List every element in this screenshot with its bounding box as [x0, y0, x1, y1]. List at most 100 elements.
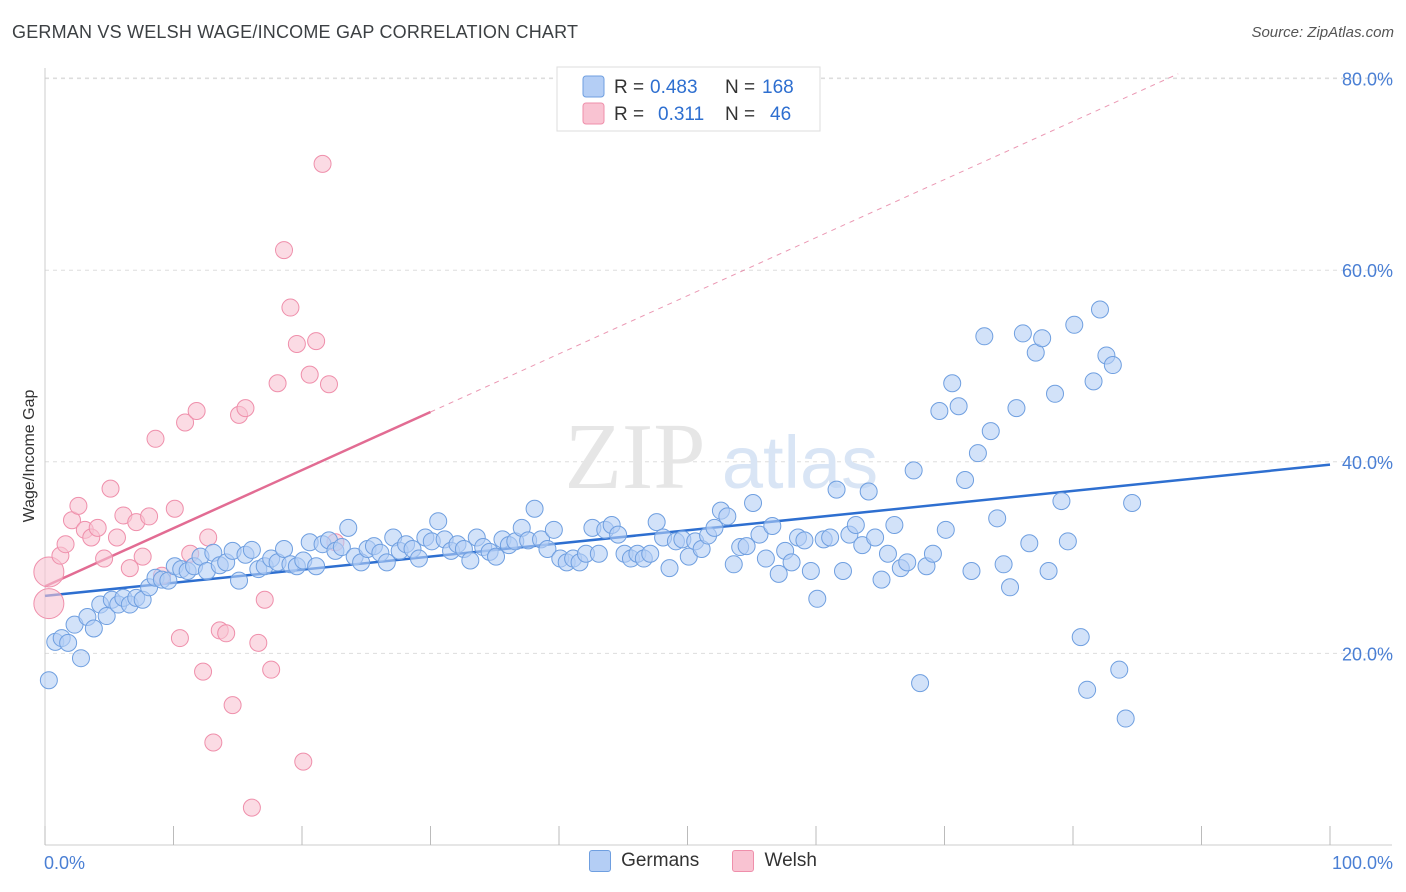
welsh-point	[268, 374, 287, 393]
welsh-point	[101, 479, 120, 498]
germans-point	[885, 516, 904, 535]
welsh-point	[140, 507, 159, 526]
germans-point	[1116, 709, 1135, 728]
germans-point	[641, 544, 660, 563]
legend-bottom: Germans Welsh	[0, 850, 1406, 878]
legend-r-label: R =	[614, 104, 644, 125]
legend-r-value: 0.311	[658, 104, 704, 125]
welsh-point	[255, 590, 274, 609]
germans-point	[801, 562, 820, 581]
germans-point	[525, 499, 544, 518]
welsh-point	[107, 528, 126, 547]
germans-point	[808, 589, 827, 608]
welsh-point	[146, 429, 165, 448]
germans-point	[923, 544, 942, 563]
germans-point	[756, 549, 775, 568]
germans-point	[544, 520, 563, 539]
germans-point	[975, 327, 994, 346]
legend-n-label: N =	[725, 104, 755, 125]
germans-point	[956, 471, 975, 490]
legend-label-welsh: Welsh	[764, 850, 817, 871]
germans-point	[307, 557, 326, 576]
germans-point	[981, 422, 1000, 441]
germans-point	[1110, 660, 1129, 679]
germans-point	[97, 607, 116, 626]
legend-n-label: N =	[725, 77, 755, 98]
germans-point	[377, 553, 396, 572]
germans-point	[827, 480, 846, 499]
welsh-point	[176, 413, 195, 432]
legend-item-germans[interactable]: Germans	[589, 850, 699, 872]
germans-point	[660, 559, 679, 578]
germans-points	[39, 300, 1142, 728]
germans-point	[609, 525, 628, 544]
legend-n-value: 168	[762, 77, 794, 98]
germans-point	[429, 512, 448, 531]
welsh-point	[69, 496, 88, 515]
germans-point	[230, 571, 249, 590]
germans-point	[949, 397, 968, 416]
germans-point	[84, 619, 103, 638]
welsh-point	[133, 547, 152, 566]
germans-point	[750, 525, 769, 544]
watermark-zip: ZIP	[565, 405, 706, 509]
germans-point	[705, 518, 724, 537]
legend-swatch-germans	[589, 850, 612, 872]
germans-point	[763, 516, 782, 535]
legend-label-germans: Germans	[621, 850, 700, 871]
germans-point	[1033, 329, 1052, 348]
germans-point	[1039, 562, 1058, 581]
welsh-point	[199, 528, 218, 547]
welsh-point	[56, 535, 75, 554]
germans-point	[409, 549, 428, 568]
germans-point	[904, 461, 923, 480]
germans-point	[339, 518, 358, 537]
welsh-point	[95, 549, 114, 568]
legend-item-welsh[interactable]: Welsh	[732, 850, 817, 872]
germans-point	[833, 562, 852, 581]
y-axis-label: Wage/Income Gap	[21, 390, 38, 523]
legend-swatch-welsh	[732, 850, 755, 872]
germans-point	[1020, 534, 1039, 553]
germans-point	[943, 374, 962, 393]
germans-point	[647, 513, 666, 532]
watermark-atlas: atlas	[722, 421, 878, 504]
legend-r-label: R =	[614, 77, 644, 98]
welsh-point	[217, 624, 236, 643]
germans-point	[1084, 372, 1103, 391]
welsh-point	[307, 332, 326, 351]
welsh-point	[236, 399, 255, 418]
germans-point	[1090, 300, 1109, 319]
germans-point	[1071, 628, 1090, 647]
welsh-point	[187, 402, 206, 421]
germans-point	[71, 649, 90, 668]
germans-point	[1001, 578, 1020, 597]
y-tick-label: 60.0%	[1342, 261, 1393, 281]
welsh-trend-extension	[430, 73, 1179, 413]
germans-point	[724, 555, 743, 574]
germans-point	[1013, 324, 1032, 343]
germans-point	[538, 539, 557, 558]
germans-point	[1046, 384, 1065, 403]
germans-point	[898, 553, 917, 572]
y-tick-label: 40.0%	[1342, 453, 1393, 473]
welsh-points	[33, 154, 345, 817]
welsh-point	[249, 633, 268, 652]
axes	[44, 68, 1392, 846]
legend-swatch-germans	[582, 75, 605, 98]
welsh-point	[33, 556, 65, 588]
germans-point	[1052, 492, 1071, 511]
source-label: Source: ZipAtlas.com	[1251, 24, 1394, 41]
germans-point	[1007, 399, 1026, 418]
germans-point	[878, 544, 897, 563]
trend-lines	[44, 73, 1331, 598]
watermark: ZIP atlas	[565, 405, 879, 509]
germans-point	[332, 538, 351, 557]
chart-title: GERMAN VS WELSH WAGE/INCOME GAP CORRELAT…	[12, 22, 579, 42]
welsh-point	[120, 559, 139, 578]
welsh-point	[287, 334, 306, 353]
germans-point	[795, 531, 814, 550]
germans-point	[846, 516, 865, 535]
germans-point	[1065, 315, 1084, 334]
x-tick-label: 100.0%	[1332, 853, 1393, 873]
